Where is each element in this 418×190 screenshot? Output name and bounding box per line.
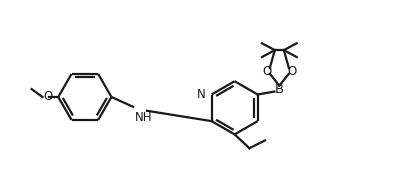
Text: O: O xyxy=(287,65,296,78)
Text: NH: NH xyxy=(135,111,153,124)
Text: B: B xyxy=(275,83,284,96)
Text: N: N xyxy=(197,88,206,101)
Text: O: O xyxy=(44,90,53,104)
Text: O: O xyxy=(262,65,272,78)
